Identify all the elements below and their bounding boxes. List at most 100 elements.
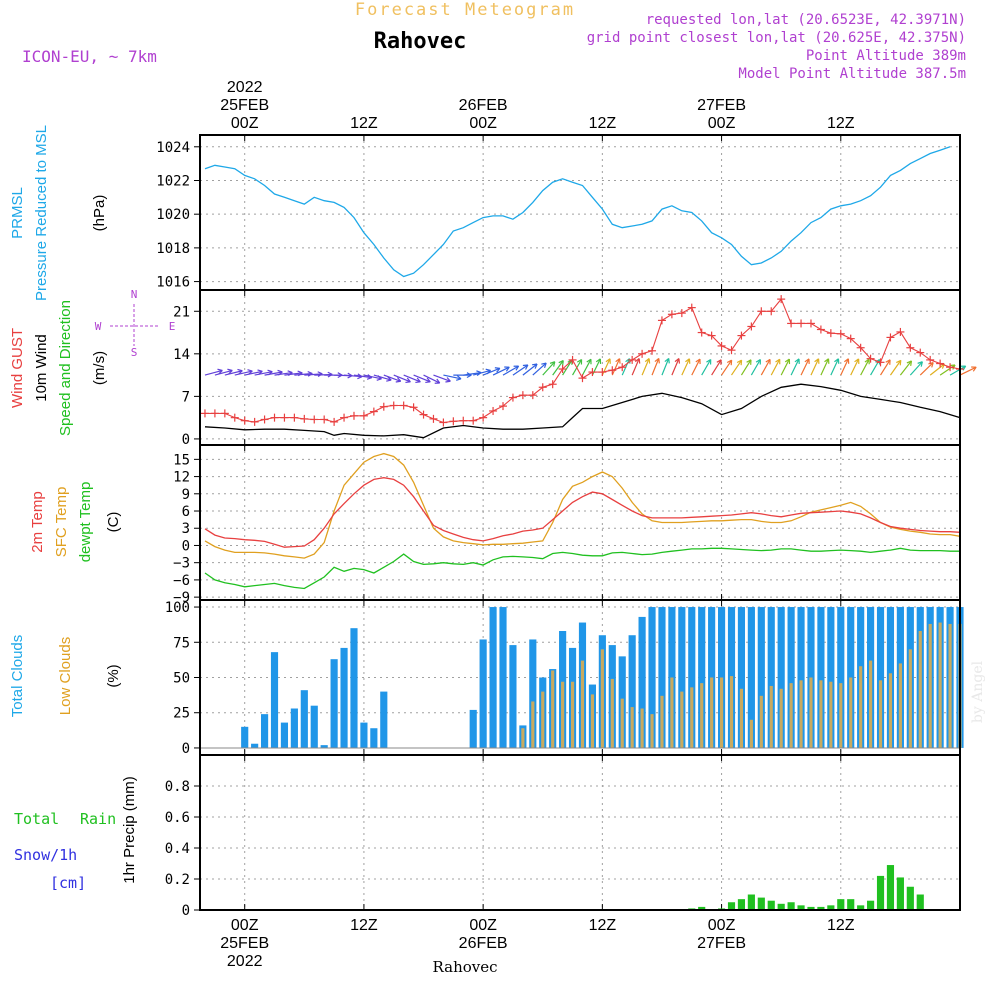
pressure-line bbox=[204, 146, 951, 278]
wind-arrow-head bbox=[844, 358, 849, 363]
low-cloud-bar bbox=[690, 687, 694, 748]
pressure-frame bbox=[199, 134, 961, 291]
wind-arrow-shaft bbox=[244, 370, 263, 376]
wind-arrow-head bbox=[426, 377, 431, 383]
model-label: ICON-EU, ~ 7km bbox=[22, 47, 157, 66]
cloud-panel: 0 25 50 75 100 bbox=[165, 599, 964, 757]
wind-arrow-shaft bbox=[433, 374, 451, 382]
wind-arrow-head bbox=[543, 362, 547, 368]
total-cloud-bar bbox=[648, 607, 656, 748]
wind-arrow-shaft bbox=[800, 358, 810, 376]
wind-arrow-head bbox=[814, 358, 819, 363]
wind-arrow-shaft bbox=[651, 358, 660, 376]
low-cloud-bar bbox=[769, 685, 773, 748]
cloud-ytick-label: 50 bbox=[173, 671, 190, 687]
requested-coords: requested lon,lat (20.6523E, 42.3971N) bbox=[646, 12, 966, 28]
bottom-hour-label: 12Z bbox=[589, 917, 617, 934]
low-cloud-bar bbox=[898, 663, 902, 748]
rain-bar bbox=[747, 894, 755, 910]
dewpt-line bbox=[204, 547, 960, 590]
temp-ytick-label: −6 bbox=[173, 573, 190, 589]
pressure-ytick-label: 1022 bbox=[156, 173, 190, 189]
gust-line bbox=[205, 298, 961, 424]
wind-arrow-head bbox=[834, 358, 839, 363]
pressure-ytick-label: 1016 bbox=[156, 275, 190, 291]
wind-arrow-shaft bbox=[830, 358, 840, 376]
wind-arrow-shaft bbox=[502, 365, 519, 376]
wind-legend-name1: Wind GUST bbox=[9, 328, 26, 408]
total-cloud-bar bbox=[737, 607, 746, 748]
top-hour-label: 12Z bbox=[589, 115, 617, 132]
wind-arrow-shaft bbox=[463, 371, 482, 376]
temp-legend: 2m Temp SFC Temp dewpt Temp (C) bbox=[29, 482, 122, 563]
wind-arrow-shaft bbox=[880, 359, 891, 376]
bottom-date-label: 25FEB bbox=[220, 935, 269, 952]
precipitation-panel: 0 0.2 0.4 0.6 0.8 bbox=[165, 754, 961, 919]
wind-legend-name3: Speed and Direction bbox=[57, 300, 74, 436]
low-cloud-bar bbox=[928, 623, 932, 748]
wind-arrow-head bbox=[910, 360, 913, 366]
rain-bar bbox=[896, 877, 904, 910]
low-cloud-bar bbox=[759, 695, 763, 748]
wind-arrow-shaft bbox=[512, 364, 529, 376]
wind-arrow-head bbox=[505, 366, 510, 372]
low-cloud-bar bbox=[580, 660, 585, 748]
pressure-ytick-label: 1020 bbox=[156, 207, 190, 223]
wind-arrow-head bbox=[257, 369, 263, 372]
cloud-legend-name1: Total Clouds bbox=[9, 635, 26, 718]
bottom-date-label: 26FEB bbox=[459, 935, 508, 952]
low-cloud-bar bbox=[918, 631, 922, 748]
wind-arrow-shaft bbox=[691, 358, 701, 376]
wind-arrow-head bbox=[736, 359, 742, 364]
precip-ytick-label: 0 bbox=[182, 903, 190, 919]
wind-arrow-head bbox=[746, 359, 752, 363]
wind-ytick-label: 0 bbox=[182, 432, 190, 448]
wind-arrow-head bbox=[277, 369, 283, 373]
top-date-label: 26FEB bbox=[459, 97, 508, 114]
wind-arrow-shaft bbox=[542, 361, 556, 376]
wind-arrow-head bbox=[476, 370, 482, 374]
rain-bar bbox=[727, 902, 736, 910]
wind-arrow-shaft bbox=[949, 365, 966, 376]
wind-arrow-head bbox=[217, 368, 223, 372]
wind-arrow-shaft bbox=[443, 374, 462, 380]
bottom-date-label: 27FEB bbox=[697, 935, 746, 952]
wind-arrow-head bbox=[227, 368, 233, 372]
wind-arrow-head bbox=[920, 361, 923, 367]
wind-arrow-head bbox=[396, 377, 402, 382]
total-cloud-bar bbox=[310, 705, 318, 748]
wind-arrow-shaft bbox=[889, 360, 902, 376]
wind-arrow-head bbox=[726, 359, 732, 364]
temp-frame bbox=[199, 444, 961, 601]
total-cloud-bar bbox=[827, 607, 835, 748]
wind-arrow-head bbox=[317, 371, 323, 375]
low-cloud-bar bbox=[878, 680, 883, 748]
wind-arrow-head bbox=[494, 367, 500, 369]
pressure-ytick-label: 1018 bbox=[156, 241, 190, 257]
wind-arrow-head bbox=[586, 358, 592, 363]
top-hour-label: 00Z bbox=[231, 115, 259, 132]
low-cloud-bar bbox=[819, 680, 823, 748]
low-cloud-bar bbox=[620, 698, 624, 748]
wind-arrow-shaft bbox=[482, 367, 501, 376]
total-cloud-bar bbox=[638, 616, 646, 748]
wind-unit: (m/s) bbox=[91, 351, 108, 385]
low-cloud-bar bbox=[888, 673, 893, 748]
pressure-legend-name1: PRMSL bbox=[9, 187, 26, 239]
low-cloud-bar bbox=[839, 683, 843, 748]
wind-arrow-shaft bbox=[522, 363, 538, 376]
low-cloud-bar bbox=[541, 691, 545, 748]
total-cloud-bar bbox=[251, 743, 259, 748]
wind-arrow-shaft bbox=[740, 359, 752, 376]
low-cloud-bar bbox=[561, 681, 565, 748]
wind-arrow-head bbox=[576, 358, 582, 363]
wind-arrow-head bbox=[885, 359, 891, 363]
low-cloud-bar bbox=[849, 677, 853, 748]
wind-arrow-head bbox=[765, 358, 771, 363]
wind-arrow-shaft bbox=[473, 369, 491, 376]
wind-arrow-head bbox=[928, 362, 934, 365]
wind-arrow-head bbox=[485, 368, 491, 372]
wind-arrow-head bbox=[605, 358, 611, 363]
